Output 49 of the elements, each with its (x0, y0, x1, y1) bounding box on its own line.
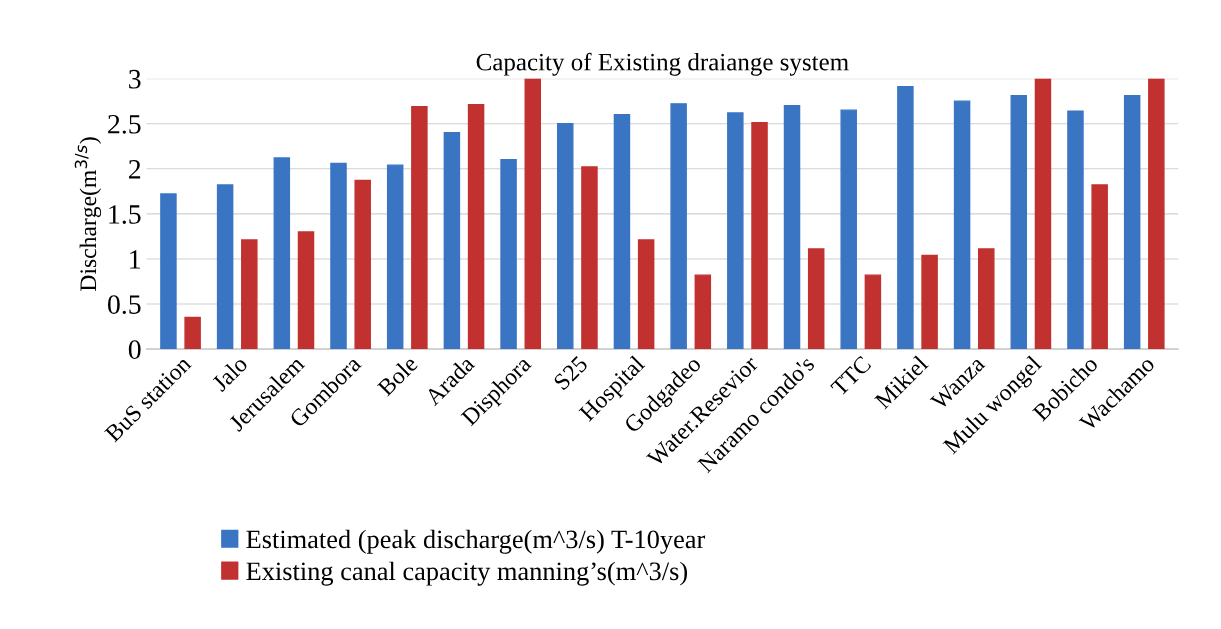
bar (1091, 184, 1108, 350)
bar (386, 164, 404, 350)
bar (330, 162, 347, 350)
x-tick-label: Bole (376, 354, 419, 397)
bar (216, 184, 234, 350)
bar (184, 316, 201, 350)
bar (1148, 78, 1165, 350)
bar (751, 122, 768, 350)
bar (1067, 110, 1084, 350)
bar (297, 231, 315, 350)
legend-label: Estimated (peak discharge(m^3/s) T-10year (246, 529, 706, 554)
bar (1034, 78, 1052, 350)
bar (467, 104, 485, 350)
bar (864, 274, 882, 350)
bar (921, 254, 938, 350)
bar (557, 123, 574, 350)
bar (840, 109, 857, 350)
y-tick-label: 2.5 (108, 114, 141, 134)
y-tick-label: 1.5 (109, 205, 141, 224)
bar (443, 132, 461, 350)
bar (1010, 95, 1028, 350)
bar (807, 248, 825, 350)
bar (694, 274, 712, 350)
bar (411, 105, 428, 350)
y-tick-label: 0 (128, 340, 141, 360)
bar (953, 100, 971, 350)
bar (727, 112, 744, 350)
bar (241, 239, 258, 350)
bar (524, 78, 542, 350)
y-tick-label: 3 (129, 69, 141, 89)
bar (897, 86, 914, 350)
bar (581, 166, 598, 350)
bar (273, 157, 291, 350)
bar (978, 248, 995, 350)
bar (1123, 95, 1141, 350)
y-tick-label: 2 (128, 160, 141, 179)
y-tick-label: 1 (130, 250, 140, 269)
bar (670, 103, 687, 350)
y-tick-label: 0.5 (108, 295, 141, 315)
bar (354, 179, 371, 350)
bar (500, 159, 517, 350)
bar (160, 193, 177, 350)
legend-label: Existing canal capacity manning’s(m^3/s) (246, 561, 688, 586)
bar (783, 104, 801, 350)
bar (637, 239, 655, 350)
x-tick-label: TTC (830, 355, 872, 397)
y-axis-title: Discharge(m$^{3/s}$) (74, 137, 102, 291)
bar (613, 113, 631, 350)
chart-title: Capacity of Existing draiange system (476, 52, 849, 76)
